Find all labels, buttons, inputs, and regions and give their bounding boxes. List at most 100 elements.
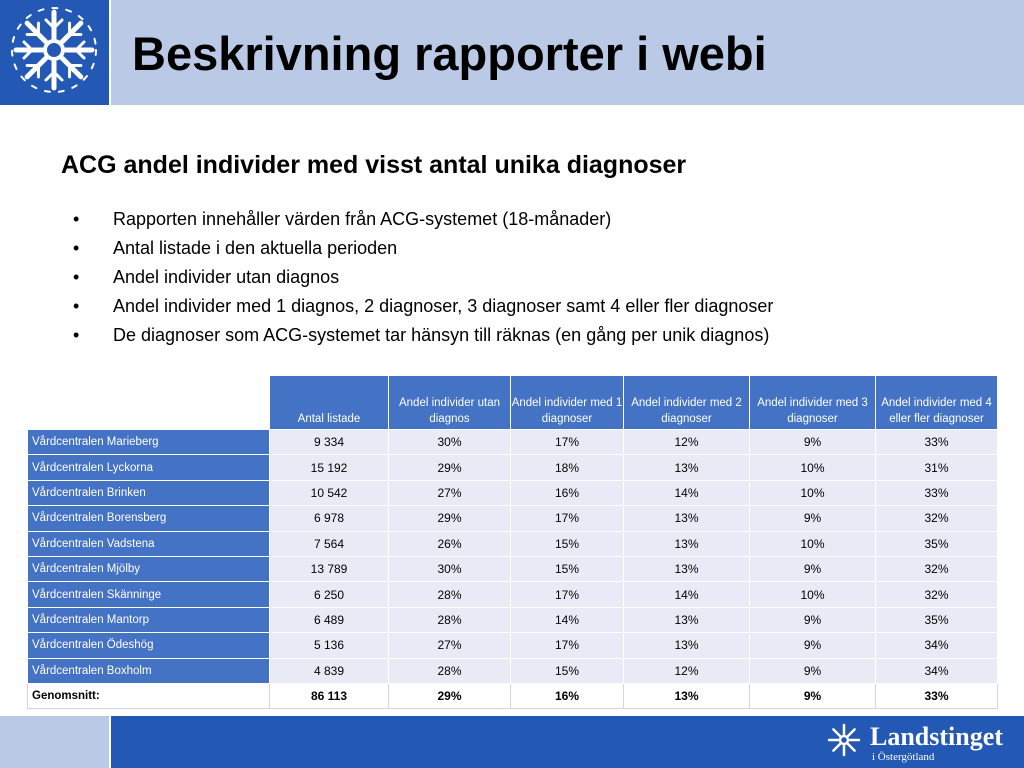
bullet-marker: • (73, 209, 80, 229)
table-row: Vårdcentralen Skänninge 6 250 28% 17% 14% 10%… (27, 581, 998, 608)
bullet-item: • Andel individer med 1 diagnos, 2 diagno… (73, 293, 773, 322)
table-cell: 9% (749, 555, 876, 583)
table-cell: 9% (749, 657, 876, 684)
row-label: Vårdcentralen Boxholm (27, 657, 270, 684)
bullet-text: De diagnoser som ACG-systemet tar hänsyn… (113, 325, 770, 345)
table-cell: 10% (749, 530, 876, 557)
average-cell: 33% (875, 682, 998, 710)
row-label: Vårdcentralen Brinken (27, 479, 270, 507)
table-row: Vårdcentralen Boxholm 4 839 28% 15% 12% 9% 34% (27, 657, 998, 684)
bullet-marker: • (73, 325, 80, 345)
bullet-text: Antal listade i den aktuella perioden (113, 238, 398, 258)
average-cell: 16% (510, 682, 624, 710)
table-row: Vårdcentralen Borensberg 6 978 29% 17% 13% 9%… (27, 505, 998, 532)
table-cell: 34% (875, 657, 998, 684)
table-cell: 29% (388, 454, 511, 481)
logo-panel (0, 0, 109, 105)
footer-bar (111, 716, 1024, 768)
table-cell: 13% (623, 555, 750, 583)
column-header: Andel individer med 3 diagnoser (749, 375, 876, 430)
table-cell: 10% (749, 581, 876, 608)
header-empty-cell (27, 375, 270, 430)
section-subtitle: ACG andel individer med visst antal unik… (61, 151, 687, 179)
table-cell: 10% (749, 479, 876, 507)
table-cell: 10 542 (269, 479, 389, 507)
row-label: Vårdcentralen Mjölby (27, 555, 270, 583)
table-cell: 27% (388, 632, 511, 659)
table-row: Vårdcentralen Vadstena 7 564 26% 15% 13% 10% 3… (27, 530, 998, 557)
footer-org-name: Landstinget (870, 722, 1003, 751)
table-cell: 13 789 (269, 555, 389, 583)
table-cell: 10% (749, 454, 876, 481)
table-cell: 35% (875, 606, 998, 634)
average-cell: 29% (388, 682, 511, 710)
table-cell: 26% (388, 530, 511, 557)
bullet-item: • Rapporten innehåller värden från ACG-sy… (73, 206, 773, 235)
table-cell: 9% (749, 505, 876, 532)
table-cell: 12% (623, 657, 750, 684)
table-row: Vårdcentralen Marieberg 9 334 30% 17% 12% 9% 3… (27, 428, 998, 456)
table-cell: 9% (749, 606, 876, 634)
table-cell: 15% (510, 657, 624, 684)
average-cell: 86 113 (269, 682, 389, 710)
table-cell: 28% (388, 606, 511, 634)
table-cell: 6 489 (269, 606, 389, 634)
table-cell: 34% (875, 632, 998, 659)
bullet-item: • De diagnoser som ACG-systemet tar hänsy… (73, 322, 773, 351)
table-cell: 4 839 (269, 657, 389, 684)
column-header: Andel individer utan diagnos (388, 375, 511, 430)
table-cell: 27% (388, 479, 511, 507)
footer-org-region: i Östergötland (872, 751, 935, 763)
table-cell: 30% (388, 428, 511, 456)
bullet-item: • Andel individer utan diagnos (73, 264, 773, 293)
table-cell: 7 564 (269, 530, 389, 557)
table-cell: 33% (875, 428, 998, 456)
table-cell: 13% (623, 632, 750, 659)
bullet-text: Andel individer utan diagnos (113, 267, 340, 287)
table-cell: 17% (510, 581, 624, 608)
table-cell: 14% (510, 606, 624, 634)
table-cell: 6 250 (269, 581, 389, 608)
table-cell: 12% (623, 428, 750, 456)
table-cell: 33% (875, 479, 998, 507)
table-cell: 32% (875, 581, 998, 608)
column-header: Andel individer med 4 eller fler diagnos… (875, 375, 998, 430)
row-label: Vårdcentralen Lyckorna (27, 454, 270, 481)
table-cell: 9 334 (269, 428, 389, 456)
table-cell: 18% (510, 454, 624, 481)
column-header: Andel individer med 2 diagnoser (623, 375, 750, 430)
table-cell: 15 192 (269, 454, 389, 481)
table-cell: 13% (623, 530, 750, 557)
table-cell: 13% (623, 454, 750, 481)
bullet-text: Andel individer med 1 diagnos, 2 diagnos… (113, 296, 774, 316)
average-row: Genomsnitt: 86 113 29% 16% 13% 9% 33% (27, 682, 998, 710)
row-label: Vårdcentralen Skänninge (27, 581, 270, 608)
average-cell: 13% (623, 682, 750, 710)
column-header: Andel individer med 1 diagnoser (510, 375, 624, 430)
table-row: Vårdcentralen Mjölby 13 789 30% 15% 13% 9% 32% (27, 555, 998, 583)
table-row: Vårdcentralen Ödeshög 5 136 27% 17% 13% 9% 34% (27, 632, 998, 659)
bullet-marker: • (73, 296, 80, 316)
row-label: Vårdcentralen Marieberg (27, 428, 270, 456)
page-title: Beskrivning rapporter i webi (132, 27, 767, 80)
bullet-item: • Antal listade i den aktuella perioden (73, 235, 773, 264)
row-label: Vårdcentralen Borensberg (27, 505, 270, 532)
table-cell: 17% (510, 632, 624, 659)
table-cell: 13% (623, 606, 750, 634)
landstinget-logo-icon (827, 723, 861, 757)
table-cell: 14% (623, 581, 750, 608)
table-cell: 28% (388, 581, 511, 608)
table-cell: 15% (510, 555, 624, 583)
table-row: Vårdcentralen Brinken 10 542 27% 16% 14% 10% 3… (27, 479, 998, 507)
table-row: Vårdcentralen Mantorp 6 489 28% 14% 13% 9% 35% (27, 606, 998, 634)
average-label: Genomsnitt: (27, 682, 270, 710)
table-cell: 32% (875, 555, 998, 583)
table-cell: 15% (510, 530, 624, 557)
row-label: Vårdcentralen Vadstena (27, 530, 270, 557)
table-cell: 9% (749, 428, 876, 456)
table-cell: 29% (388, 505, 511, 532)
table-cell: 35% (875, 530, 998, 557)
table-cell: 5 136 (269, 632, 389, 659)
row-label: Vårdcentralen Ödeshög (27, 632, 270, 659)
row-label: Vårdcentralen Mantorp (27, 606, 270, 634)
